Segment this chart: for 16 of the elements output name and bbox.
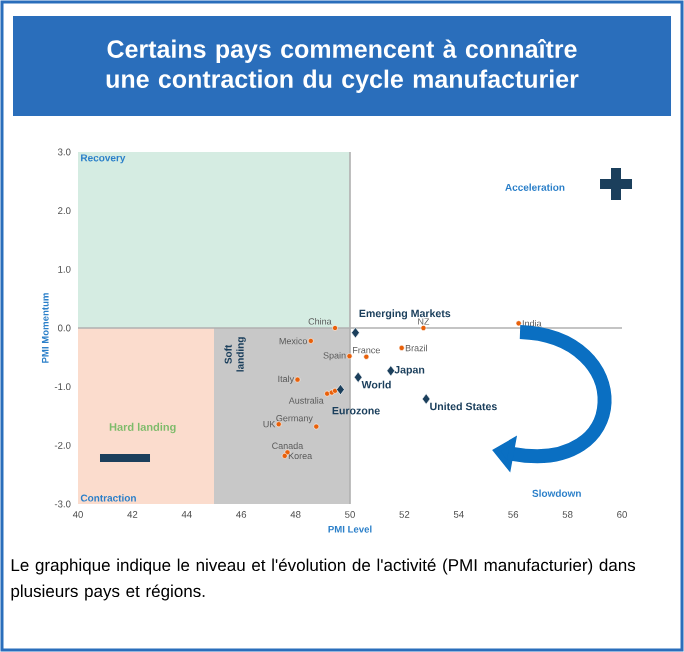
point bbox=[332, 325, 338, 331]
point bbox=[515, 320, 522, 327]
point bbox=[313, 423, 320, 430]
point bbox=[336, 384, 345, 396]
point bbox=[307, 338, 314, 344]
point bbox=[346, 353, 353, 360]
text: Le graphique indique le niveau et l'évolution de l'activité (PMI manufacturier) dans plusieurs pays et régions. bbox=[11, 558, 636, 601]
chart-title: Certains pays commencent à connaître une contraction du cycle manufacturier bbox=[106, 39, 579, 93]
point bbox=[353, 371, 363, 383]
point bbox=[420, 325, 427, 331]
point bbox=[398, 345, 405, 351]
point bbox=[281, 452, 288, 459]
point bbox=[421, 393, 431, 405]
point bbox=[351, 327, 360, 339]
point bbox=[386, 365, 395, 377]
point bbox=[294, 376, 301, 383]
